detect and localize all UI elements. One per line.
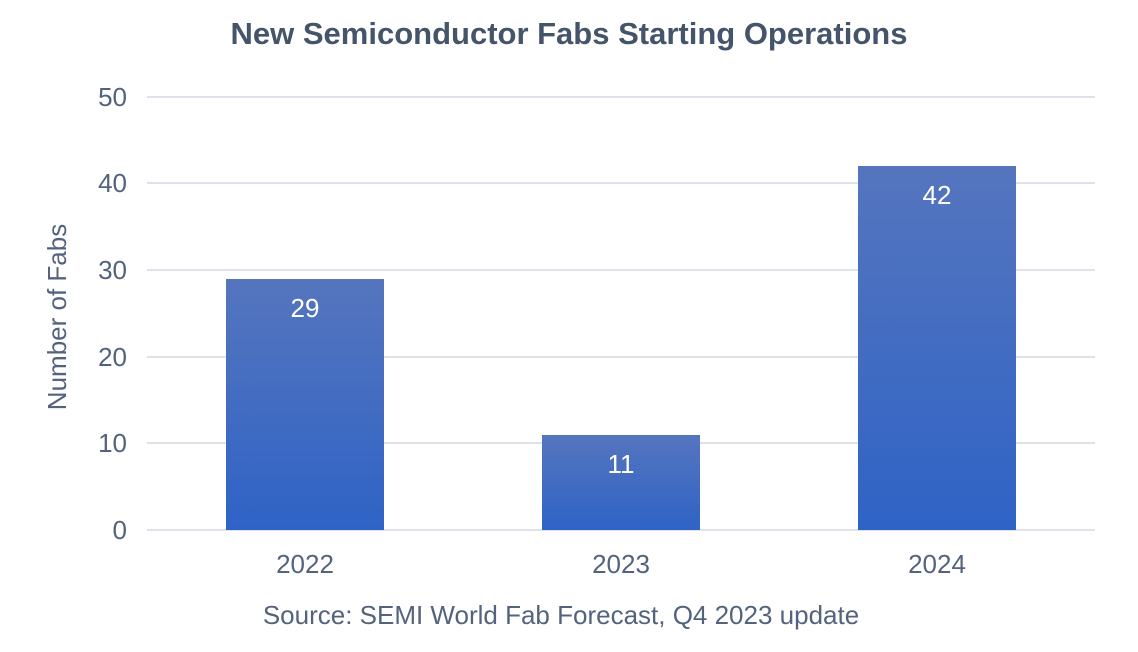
x-tick-label: 2024 (908, 549, 966, 579)
bar-value-label: 29 (290, 292, 320, 323)
gridline-y-40 (147, 182, 1095, 185)
gridline-y-0 (147, 529, 1095, 531)
gridline-y-30 (147, 268, 1095, 271)
bar-2023 (542, 434, 700, 530)
chart-title: New Semiconductor Fabs Starting Operatio… (230, 16, 908, 51)
y-axis-title: Number of Fabs (42, 223, 72, 411)
y-tick-label: 50 (98, 81, 127, 112)
y-tick-label: 30 (98, 254, 127, 285)
y-tick-label: 20 (98, 341, 127, 372)
x-tick-label: 2022 (276, 549, 334, 579)
gridline-y-50 (147, 95, 1095, 98)
bar-value-label: 42 (922, 179, 952, 210)
bar-2024 (858, 165, 1016, 530)
source-caption: Source: SEMI World Fab Forecast, Q4 2023… (262, 600, 860, 630)
bar-2022 (226, 278, 384, 530)
gridline-y-20 (147, 355, 1095, 358)
y-tick-label: 40 (98, 168, 127, 199)
bar-value-label: 11 (607, 448, 635, 479)
x-tick-label: 2023 (592, 549, 650, 579)
y-tick-label: 0 (112, 515, 127, 545)
y-tick-label: 10 (98, 428, 127, 459)
